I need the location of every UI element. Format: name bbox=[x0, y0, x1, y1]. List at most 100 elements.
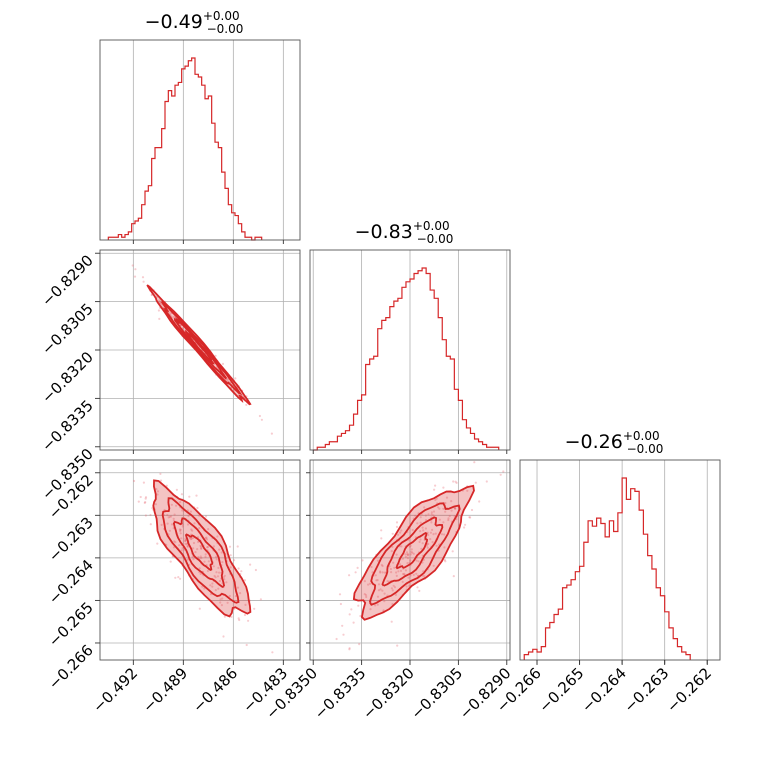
sample-point bbox=[184, 539, 187, 542]
sample-point bbox=[240, 570, 243, 573]
sample-point bbox=[237, 567, 240, 570]
sample-point bbox=[205, 538, 209, 541]
sample-point bbox=[238, 618, 241, 622]
sample-point bbox=[221, 597, 224, 600]
sample-point bbox=[376, 595, 380, 598]
sample-point bbox=[143, 501, 146, 504]
sample-point bbox=[233, 559, 236, 562]
sample-point bbox=[423, 506, 426, 509]
sample-point bbox=[464, 523, 467, 526]
sample-point bbox=[434, 532, 437, 535]
sample-point bbox=[217, 587, 220, 590]
contour-line bbox=[146, 284, 252, 406]
sample-point bbox=[253, 607, 256, 610]
sample-point bbox=[195, 494, 198, 497]
sample-point bbox=[374, 574, 377, 577]
sample-point bbox=[178, 544, 181, 547]
sample-point bbox=[405, 585, 408, 588]
sample-point bbox=[245, 643, 248, 647]
sample-point bbox=[200, 556, 203, 560]
sample-point bbox=[399, 569, 403, 573]
sample-point bbox=[357, 604, 360, 607]
sample-point bbox=[199, 572, 202, 576]
contour-line bbox=[368, 502, 461, 606]
sample-point bbox=[249, 563, 252, 566]
sample-point bbox=[368, 582, 372, 585]
sample-point bbox=[478, 500, 481, 503]
sample-point bbox=[228, 594, 231, 598]
sample-point bbox=[137, 500, 140, 503]
sample-point bbox=[150, 293, 153, 297]
sample-point bbox=[211, 582, 214, 585]
sample-point bbox=[338, 593, 342, 596]
sample-point bbox=[179, 532, 182, 535]
sample-point bbox=[435, 497, 438, 500]
sample-point bbox=[144, 497, 147, 500]
sample-point bbox=[390, 550, 393, 553]
sample-point bbox=[219, 598, 222, 601]
sample-point bbox=[245, 403, 248, 406]
sample-point bbox=[144, 514, 147, 517]
sample-point bbox=[404, 569, 407, 572]
x-tick-label: −0.8335 bbox=[311, 664, 370, 723]
sample-point bbox=[225, 581, 228, 584]
sample-point bbox=[207, 560, 210, 563]
sample-point bbox=[204, 515, 208, 518]
sample-point bbox=[259, 598, 262, 601]
sample-point bbox=[397, 570, 400, 573]
sample-point bbox=[168, 529, 171, 532]
sample-point bbox=[442, 486, 445, 489]
sample-point bbox=[406, 554, 410, 557]
sample-point bbox=[392, 584, 395, 587]
histogram-3 bbox=[523, 477, 691, 660]
sample-point bbox=[409, 544, 412, 547]
sample-point bbox=[247, 619, 250, 622]
panel-frame-0-0 bbox=[99, 39, 301, 241]
y-tick-label: −0.8335 bbox=[38, 396, 97, 455]
sample-point bbox=[473, 461, 476, 464]
sample-point bbox=[186, 558, 189, 561]
sample-point bbox=[192, 547, 195, 550]
sample-point bbox=[156, 493, 159, 496]
sample-point bbox=[209, 584, 212, 587]
sample-point bbox=[399, 531, 402, 534]
histogram-2 bbox=[313, 267, 500, 451]
sample-point bbox=[415, 572, 418, 575]
sample-point bbox=[173, 540, 176, 543]
sample-point bbox=[159, 472, 162, 475]
sample-point bbox=[170, 515, 173, 518]
sample-point bbox=[393, 566, 396, 569]
sample-point bbox=[409, 574, 412, 577]
sample-point bbox=[380, 537, 383, 540]
sample-point bbox=[468, 516, 471, 519]
y-tick-label: −0.265 bbox=[45, 599, 97, 651]
sample-point bbox=[158, 317, 161, 320]
sample-point bbox=[172, 517, 175, 520]
sample-point bbox=[180, 493, 183, 496]
title-minus: −0.00 bbox=[207, 22, 244, 36]
sample-point bbox=[358, 643, 361, 646]
sample-point bbox=[435, 544, 438, 547]
sample-point bbox=[404, 553, 407, 556]
sample-point bbox=[220, 604, 223, 607]
sample-point bbox=[454, 480, 457, 483]
sample-point bbox=[191, 529, 194, 532]
sample-point bbox=[236, 545, 239, 548]
sample-point bbox=[180, 537, 183, 540]
sample-point bbox=[454, 507, 457, 510]
sample-point bbox=[198, 527, 201, 530]
sample-point bbox=[216, 575, 220, 578]
sample-point bbox=[186, 544, 189, 548]
sample-point bbox=[390, 587, 393, 590]
contour-line bbox=[161, 497, 240, 604]
sample-point bbox=[178, 528, 181, 531]
y-tick-label: −0.8320 bbox=[38, 348, 97, 407]
sample-point bbox=[397, 533, 400, 536]
sample-point bbox=[376, 579, 379, 582]
sample-point bbox=[383, 600, 386, 603]
sample-point bbox=[430, 511, 433, 514]
sample-point bbox=[400, 545, 403, 548]
sample-point bbox=[410, 548, 413, 551]
sample-point bbox=[364, 594, 368, 597]
sample-point bbox=[218, 548, 221, 551]
